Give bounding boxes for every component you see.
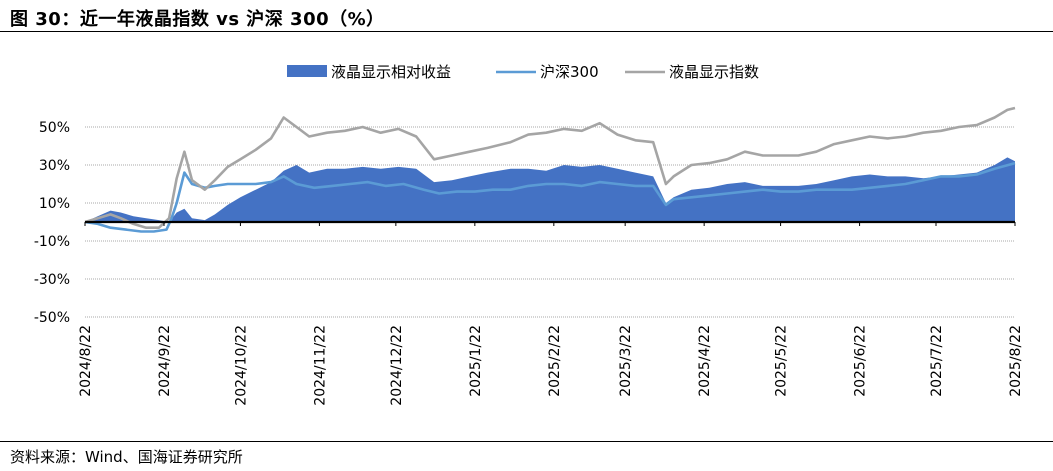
x-tick-label: 2025/5/22 bbox=[774, 325, 790, 397]
chart-legend: 液晶显示相对收益 沪深300 液晶显示指数 bbox=[287, 63, 759, 81]
figure-title: 图 30：近一年液晶指数 vs 沪深 300（%） bbox=[10, 9, 385, 30]
legend-label: 液晶显示相对收益 bbox=[331, 63, 451, 81]
x-tick-label: 2025/4/22 bbox=[697, 325, 713, 397]
x-tick-label: 2024/10/22 bbox=[233, 325, 249, 406]
y-tick-label: -10% bbox=[34, 234, 70, 250]
y-tick-label: -50% bbox=[34, 310, 70, 326]
y-tick-label: 30% bbox=[39, 158, 70, 174]
legend-swatch-relative-return bbox=[287, 65, 327, 77]
series-line-lcd-index bbox=[84, 106, 1016, 229]
y-tick-label: 10% bbox=[39, 196, 70, 212]
legend-label: 液晶显示指数 bbox=[669, 63, 759, 81]
chart-plot-area bbox=[84, 106, 1016, 233]
x-tick-label: 2024/12/22 bbox=[389, 325, 405, 406]
y-axis: 50% 30% 10% -10% -30% -50% bbox=[34, 120, 70, 326]
y-tick-label: 50% bbox=[39, 120, 70, 136]
bottom-rule bbox=[0, 441, 1053, 442]
x-tick-label: 2025/2/22 bbox=[547, 325, 563, 397]
x-tick-label: 2025/7/22 bbox=[929, 325, 945, 397]
x-tick-label: 2025/8/22 bbox=[1008, 325, 1024, 397]
source-note: 资料来源：Wind、国海证券研究所 bbox=[10, 448, 243, 466]
top-rule bbox=[0, 31, 1053, 32]
y-tick-label: -30% bbox=[34, 272, 70, 288]
x-tick-label: 2024/8/22 bbox=[78, 325, 94, 397]
x-tick-label: 2025/6/22 bbox=[853, 325, 869, 397]
series-area-relative-return bbox=[85, 157, 1015, 222]
x-tick-label: 2024/9/22 bbox=[157, 325, 173, 397]
x-tick-label: 2025/3/22 bbox=[618, 325, 634, 397]
x-tick-label: 2024/11/22 bbox=[312, 325, 328, 406]
series-line-csi300 bbox=[84, 161, 1016, 233]
x-axis: 2024/8/22 2024/9/22 2024/10/22 2024/11/22 20… bbox=[78, 220, 1024, 406]
legend-label: 沪深300 bbox=[540, 63, 599, 81]
x-tick-label: 2025/1/22 bbox=[468, 325, 484, 397]
